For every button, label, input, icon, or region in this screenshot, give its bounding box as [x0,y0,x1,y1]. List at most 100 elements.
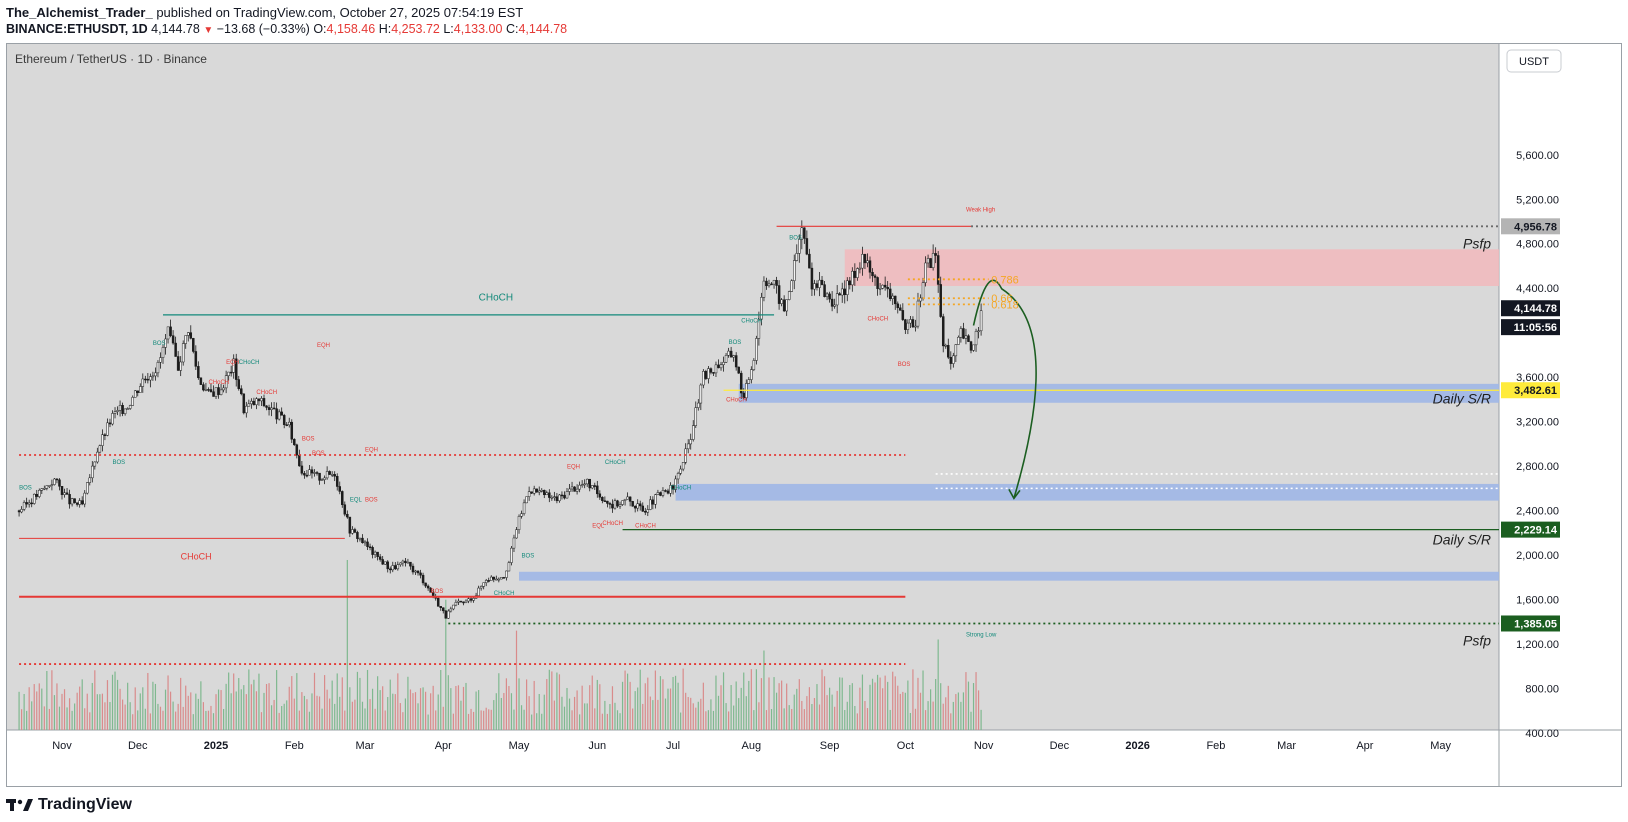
candle-body [426,585,430,589]
volume-bar [111,674,114,730]
candle-body [886,286,889,290]
volume-bar [455,686,457,730]
candle-body [527,491,531,497]
volume-bar [28,687,30,730]
candle-body [702,371,705,386]
structure-label: Weak High [966,207,995,213]
chart-frame[interactable]: CHoCH CHoCH Weak High Strong Low BOS BOS BOS EQ… [6,43,1622,787]
volume-bar [821,669,823,730]
volume-bar [460,700,462,730]
author-name[interactable]: The_Alchemist_Trader_ [6,5,153,20]
volume-bar [627,673,629,730]
volume-bar [71,710,73,730]
volume-bar [876,674,879,730]
candle-body [305,474,309,477]
candle-body [856,268,859,278]
volume-bar [248,669,250,730]
candle-body [793,260,796,281]
candle-body [846,280,849,295]
candle-body [154,372,157,377]
candle-body [659,492,662,496]
structure-label: CHoCH [867,316,888,322]
candle-body [798,239,801,254]
candle-body [328,471,331,475]
candle-body [487,580,490,582]
candle-body [492,576,496,580]
candle-body [550,496,554,499]
y-tick-label: 4,400.00 [1516,283,1559,295]
volume-bar [127,682,129,730]
volume-bar [735,681,737,730]
volume-bar [634,691,636,730]
candle-body [131,397,134,406]
candle-body [103,434,107,436]
candle-body [616,500,619,507]
candle-body [457,600,460,603]
candle-body [853,270,857,278]
x-tick-label: Mar [356,740,375,752]
x-tick-label: Dec [128,740,148,752]
structure-label: EQH [226,360,239,366]
candle-body [714,364,718,374]
volume-bar [397,673,399,730]
volume-bar [695,707,697,730]
candle-body [194,351,198,367]
candle-body [515,529,518,539]
candle-body [553,496,556,498]
volume-bar [331,680,333,730]
x-tick-label: Feb [1206,740,1225,752]
candle-body [820,279,824,285]
candle-body [580,484,584,486]
candle-body [644,511,647,513]
volume-bar [942,703,944,730]
structure-label: CHoCH [494,591,515,597]
volume-bar [930,689,932,730]
volume-bar [579,714,581,730]
volume-bar [217,689,220,730]
candle-body [830,298,834,307]
price-badge-label: 1,385.05 [1514,618,1557,630]
change-down-icon: ▼ [203,25,214,36]
candle-body [537,490,541,493]
volume-bar [192,714,194,730]
candle-body [828,293,831,300]
volume-bar [233,673,235,730]
volume-bar [308,711,311,730]
open-label: O: [313,22,327,36]
candle-body [290,421,294,440]
candle-body [240,388,243,395]
candle-body [133,390,137,398]
price-change: −13.68 (−0.33%) [216,22,310,36]
candle-body [843,288,846,295]
volume-bar [122,699,124,730]
volume-bar [450,688,452,730]
published-text: published on TradingView.com, October 27… [156,5,524,20]
candle-body [65,492,69,495]
volume-bar [869,684,871,730]
volume-bar [596,679,598,730]
candle-body [674,478,677,490]
candle-body [490,576,493,581]
level-label: Psfp [1463,236,1491,252]
volume-bar [556,672,558,730]
volume-bar [175,711,177,730]
structure-label: CHoCH [741,319,762,325]
volume-bar [283,703,285,730]
candle-body [53,478,56,485]
candle-body [510,547,513,563]
close-value: 4,144.78 [518,22,568,36]
candle-body [356,532,359,539]
volume-bar [281,706,283,730]
candle-body [583,483,586,486]
candle-body [560,494,564,497]
candle-body [22,502,26,510]
candle-body [596,485,599,495]
tradingview-footer[interactable]: TradingView [6,796,132,814]
candle-body [757,319,761,339]
candle-body [363,541,367,544]
candle-body [906,322,910,330]
volume-bar [935,678,937,730]
candle-body [136,390,139,393]
currency-button[interactable] [1506,49,1562,73]
